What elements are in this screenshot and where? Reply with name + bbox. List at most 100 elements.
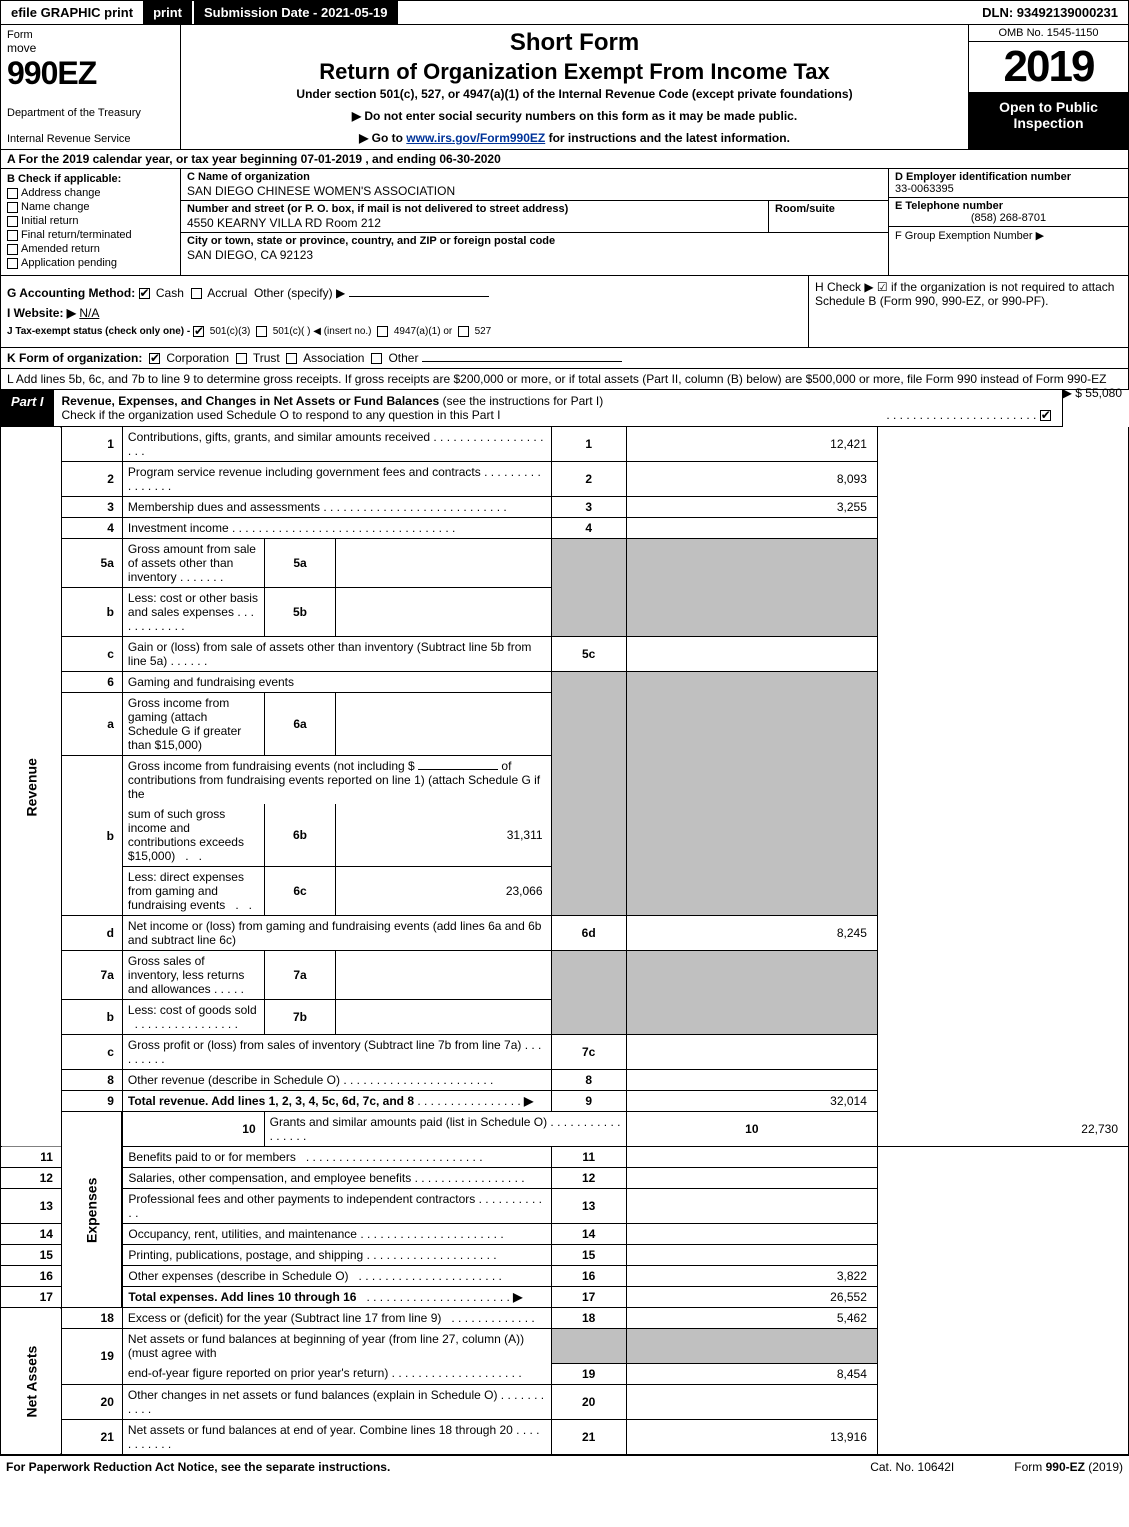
- amt-17: 26,552: [626, 1287, 877, 1308]
- revenue-label: Revenue: [1, 427, 62, 1147]
- line-21: 21 Net assets or fund balances at end of…: [1, 1419, 1129, 1454]
- header-center: Short Form Return of Organization Exempt…: [181, 25, 968, 149]
- line-6d: d Net income or (loss) from gaming and f…: [1, 916, 1129, 951]
- main-title: Return of Organization Exempt From Incom…: [189, 59, 960, 85]
- chk-501c[interactable]: [256, 326, 267, 337]
- line-7c: c Gross profit or (loss) from sales of i…: [1, 1035, 1129, 1070]
- amt-15: [626, 1245, 877, 1266]
- chk-trust[interactable]: [236, 353, 247, 364]
- print-button[interactable]: print: [143, 1, 194, 24]
- omb-number: OMB No. 1545-1150: [969, 25, 1128, 42]
- ein-value: 33-0063395: [895, 183, 954, 195]
- website-line: I Website: ▶ N/A: [7, 306, 802, 320]
- accounting-website-block: G Accounting Method: Cash Accrual Other …: [0, 276, 1129, 348]
- form-label: Form: [7, 29, 174, 41]
- netassets-label: Net Assets: [1, 1308, 62, 1455]
- amt-19: 8,454: [626, 1363, 877, 1384]
- dln-label: DLN: 93492139000231: [972, 1, 1128, 24]
- top-bar: efile GRAPHIC print print Submission Dat…: [0, 0, 1129, 25]
- chk-527[interactable]: [458, 326, 469, 337]
- org-city: SAN DIEGO, CA 92123: [187, 248, 882, 262]
- chk-final-return[interactable]: Final return/terminated: [7, 229, 174, 241]
- iamt-6b: 31,311: [336, 804, 551, 867]
- dept-treasury: Department of the Treasury: [7, 107, 174, 119]
- period-row: A For the 2019 calendar year, or tax yea…: [0, 150, 1129, 169]
- accounting-method-line: G Accounting Method: Cash Accrual Other …: [7, 286, 802, 300]
- part1-title: Revenue, Expenses, and Changes in Net As…: [54, 390, 1062, 426]
- subtitle: Under section 501(c), 527, or 4947(a)(1)…: [189, 87, 960, 101]
- other-method-input[interactable]: [349, 296, 489, 297]
- iamt-6c: 23,066: [336, 867, 551, 916]
- line-20: 20 Other changes in net assets or fund b…: [1, 1384, 1129, 1419]
- amt-14: [626, 1224, 877, 1245]
- goto-instruction: ▶ Go to www.irs.gov/Form990EZ for instru…: [189, 131, 960, 145]
- ein-row: D Employer identification number 33-0063…: [889, 169, 1128, 198]
- amt-16: 3,822: [626, 1266, 877, 1287]
- gross-receipts-row: L Add lines 5b, 6c, and 7b to line 9 to …: [0, 369, 1129, 390]
- line-11: 11 Benefits paid to or for members . . .…: [1, 1147, 1129, 1168]
- chk-association[interactable]: [286, 353, 297, 364]
- website-value: N/A: [79, 306, 99, 320]
- chk-501c3[interactable]: [193, 326, 204, 337]
- chk-schedule-o[interactable]: [1040, 410, 1051, 421]
- group-exemption-row: F Group Exemption Number ▶: [889, 227, 1128, 275]
- org-address: 4550 KEARNY VILLA RD Room 212: [187, 216, 762, 230]
- line-6: 6 Gaming and fundraising events: [1, 672, 1129, 693]
- line-19-1: 19 Net assets or fund balances at beginn…: [1, 1329, 1129, 1364]
- chk-4947[interactable]: [377, 326, 388, 337]
- amt-6d: 8,245: [626, 916, 877, 951]
- chk-cash[interactable]: [139, 288, 150, 299]
- chk-corporation[interactable]: [149, 353, 160, 364]
- iamt-7a: [336, 951, 551, 1000]
- org-info-block: B Check if applicable: Address change Na…: [0, 169, 1129, 276]
- short-form-title: Short Form: [189, 29, 960, 57]
- amt-20: [626, 1384, 877, 1419]
- inspection-badge: Open to Public Inspection: [969, 93, 1128, 149]
- header-left: Form move 990EZ Department of the Treasu…: [1, 25, 181, 149]
- page-footer: For Paperwork Reduction Act Notice, see …: [0, 1455, 1129, 1478]
- irs-link[interactable]: www.irs.gov/Form990EZ: [406, 131, 545, 145]
- line-14: 14 Occupancy, rent, utilities, and maint…: [1, 1224, 1129, 1245]
- tax-year: 2019: [969, 42, 1128, 93]
- line-12: 12 Salaries, other compensation, and emp…: [1, 1168, 1129, 1189]
- amt-18: 5,462: [626, 1308, 877, 1329]
- form-header: Form move 990EZ Department of the Treasu…: [0, 25, 1129, 150]
- ssn-warning: ▶ Do not enter social security numbers o…: [189, 109, 960, 123]
- catalog-number: Cat. No. 10642I: [870, 1460, 954, 1474]
- submission-date: Submission Date - 2021-05-19: [194, 1, 398, 24]
- org-name: SAN DIEGO CHINESE WOMEN'S ASSOCIATION: [187, 184, 882, 198]
- org-city-row: City or town, state or province, country…: [181, 233, 888, 264]
- chk-accrual[interactable]: [191, 288, 202, 299]
- amt-13: [626, 1189, 877, 1224]
- gross-receipts-amount: ▶ $ 55,080: [1063, 386, 1122, 400]
- tax-exempt-line: J Tax-exempt status (check only one) - 5…: [7, 326, 802, 337]
- amt-21: 13,916: [626, 1419, 877, 1454]
- section-def: D Employer identification number 33-0063…: [888, 169, 1128, 275]
- room-suite: Room/suite: [768, 201, 888, 232]
- part1-table: Revenue 1 Contributions, gifts, grants, …: [0, 427, 1129, 1455]
- amt-4: [626, 518, 877, 539]
- header-right: OMB No. 1545-1150 2019 Open to Public In…: [968, 25, 1128, 149]
- line-16: 16 Other expenses (describe in Schedule …: [1, 1266, 1129, 1287]
- phone-value: (858) 268-8701: [895, 212, 1122, 224]
- chk-initial-return[interactable]: Initial return: [7, 215, 174, 227]
- chk-address-change[interactable]: Address change: [7, 187, 174, 199]
- amt-5c: [626, 637, 877, 672]
- chk-other-org[interactable]: [371, 353, 382, 364]
- line-5a: 5a Gross amount from sale of assets othe…: [1, 539, 1129, 588]
- efile-label: efile GRAPHIC print: [1, 1, 143, 24]
- iamt-7b: [336, 1000, 551, 1035]
- amt-1: 12,421: [626, 427, 877, 462]
- other-org-input[interactable]: [422, 361, 622, 362]
- section-b-label: B Check if applicable:: [7, 173, 174, 185]
- form-number: 990EZ: [7, 55, 174, 92]
- chk-name-change[interactable]: Name change: [7, 201, 174, 213]
- phone-row: E Telephone number (858) 268-8701: [889, 198, 1128, 227]
- chk-amended-return[interactable]: Amended return: [7, 243, 174, 255]
- line-8: 8 Other revenue (describe in Schedule O)…: [1, 1070, 1129, 1091]
- line-17: 17 Total expenses. Add lines 10 through …: [1, 1287, 1129, 1308]
- chk-application-pending[interactable]: Application pending: [7, 257, 174, 269]
- line-18: Net Assets 18 Excess or (deficit) for th…: [1, 1308, 1129, 1329]
- amt-8: [626, 1070, 877, 1091]
- line-4: 4 Investment income . . . . . . . . . . …: [1, 518, 1129, 539]
